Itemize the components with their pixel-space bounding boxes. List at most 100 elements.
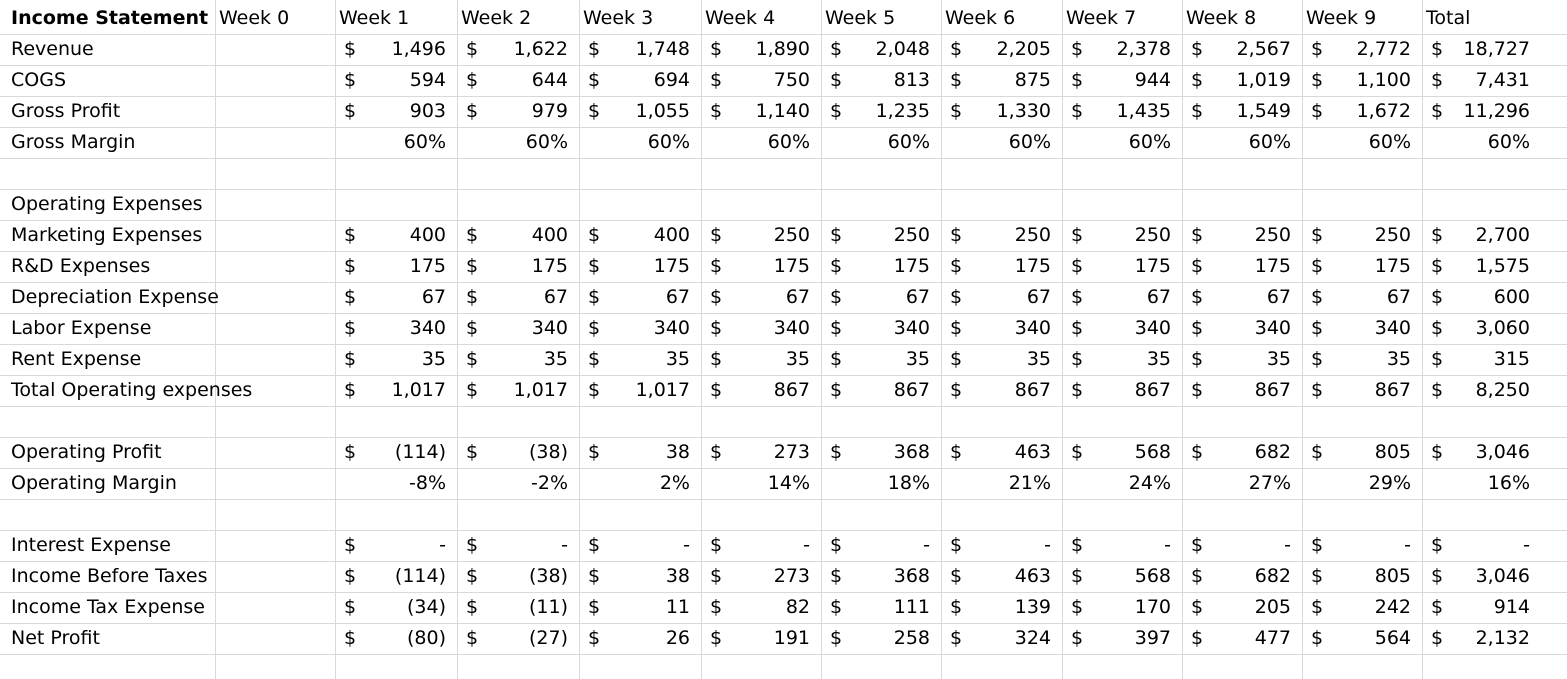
value-cell[interactable]: 2,772: [1356, 38, 1411, 60]
value-cell[interactable]: 564: [1374, 627, 1411, 649]
total-cell[interactable]: 3,046: [1475, 441, 1530, 463]
value-cell[interactable]: 400: [531, 224, 568, 246]
total-cell[interactable]: 600: [1493, 286, 1530, 308]
row-label[interactable]: Rent Expense: [11, 348, 142, 370]
total-cell[interactable]: 1,575: [1475, 255, 1530, 277]
value-cell[interactable]: 1,017: [513, 379, 568, 401]
value-cell[interactable]: 2,048: [875, 38, 930, 60]
value-cell[interactable]: 682: [1254, 565, 1291, 587]
value-cell[interactable]: 242: [1374, 596, 1411, 618]
value-cell[interactable]: (114): [394, 565, 446, 587]
value-cell[interactable]: 340: [1254, 317, 1291, 339]
value-cell[interactable]: 60%: [887, 131, 930, 153]
total-cell[interactable]: 11,296: [1463, 100, 1530, 122]
value-cell[interactable]: 35: [1266, 348, 1291, 370]
value-cell[interactable]: 340: [531, 317, 568, 339]
value-cell[interactable]: 1,100: [1356, 69, 1411, 91]
value-cell[interactable]: 1,235: [875, 100, 930, 122]
value-cell[interactable]: 568: [1134, 441, 1171, 463]
value-cell[interactable]: 35: [421, 348, 446, 370]
value-cell[interactable]: 250: [1254, 224, 1291, 246]
value-cell[interactable]: 175: [773, 255, 810, 277]
total-cell[interactable]: 18,727: [1463, 38, 1530, 60]
header-total[interactable]: Total: [1426, 7, 1471, 29]
value-cell[interactable]: 26: [665, 627, 690, 649]
value-cell[interactable]: (11): [528, 596, 568, 618]
header-week[interactable]: Week 0: [219, 7, 290, 29]
value-cell[interactable]: 175: [1374, 255, 1411, 277]
total-cell[interactable]: 3,046: [1475, 565, 1530, 587]
value-cell[interactable]: 21%: [1008, 472, 1051, 494]
value-cell[interactable]: 191: [773, 627, 810, 649]
header-week[interactable]: Week 2: [461, 7, 532, 29]
value-cell[interactable]: -8%: [409, 472, 446, 494]
value-cell[interactable]: 397: [1134, 627, 1171, 649]
header-week[interactable]: Week 7: [1066, 7, 1137, 29]
value-cell[interactable]: 67: [665, 286, 690, 308]
value-cell[interactable]: 2,205: [996, 38, 1051, 60]
value-cell[interactable]: 175: [1014, 255, 1051, 277]
total-cell[interactable]: 3,060: [1475, 317, 1530, 339]
value-cell[interactable]: 594: [409, 69, 446, 91]
value-cell[interactable]: 340: [893, 317, 930, 339]
total-cell[interactable]: 914: [1493, 596, 1530, 618]
value-cell[interactable]: 60%: [525, 131, 568, 153]
value-cell[interactable]: 1,748: [635, 38, 690, 60]
value-cell[interactable]: 175: [1254, 255, 1291, 277]
value-cell[interactable]: 1,017: [635, 379, 690, 401]
value-cell[interactable]: 682: [1254, 441, 1291, 463]
total-cell[interactable]: 315: [1493, 348, 1530, 370]
value-cell[interactable]: 813: [893, 69, 930, 91]
value-cell[interactable]: 340: [653, 317, 690, 339]
row-label[interactable]: COGS: [11, 69, 67, 91]
value-cell[interactable]: 250: [893, 224, 930, 246]
value-cell[interactable]: 60%: [1368, 131, 1411, 153]
value-cell[interactable]: 400: [653, 224, 690, 246]
value-cell[interactable]: 340: [409, 317, 446, 339]
value-cell[interactable]: 2%: [659, 472, 690, 494]
value-cell[interactable]: 18%: [887, 472, 930, 494]
row-label[interactable]: Interest Expense: [11, 534, 171, 556]
value-cell[interactable]: 27%: [1248, 472, 1291, 494]
value-cell[interactable]: 67: [785, 286, 810, 308]
value-cell[interactable]: 368: [893, 565, 930, 587]
value-cell[interactable]: 60%: [647, 131, 690, 153]
value-cell[interactable]: 35: [1146, 348, 1171, 370]
header-week[interactable]: Week 9: [1306, 7, 1377, 29]
value-cell[interactable]: -: [803, 534, 810, 556]
value-cell[interactable]: 60%: [1008, 131, 1051, 153]
header-week[interactable]: Week 3: [583, 7, 654, 29]
value-cell[interactable]: 1,330: [996, 100, 1051, 122]
value-cell[interactable]: 867: [893, 379, 930, 401]
value-cell[interactable]: -2%: [531, 472, 568, 494]
row-label[interactable]: Marketing Expenses: [11, 224, 203, 246]
value-cell[interactable]: 67: [1146, 286, 1171, 308]
value-cell[interactable]: (114): [394, 441, 446, 463]
value-cell[interactable]: 67: [543, 286, 568, 308]
row-label[interactable]: Operating Margin: [11, 472, 177, 494]
value-cell[interactable]: 82: [785, 596, 810, 618]
row-label[interactable]: Net Profit: [11, 627, 100, 649]
total-cell[interactable]: 16%: [1487, 472, 1530, 494]
value-cell[interactable]: 67: [421, 286, 446, 308]
value-cell[interactable]: 35: [665, 348, 690, 370]
value-cell[interactable]: 324: [1014, 627, 1051, 649]
value-cell[interactable]: 463: [1014, 565, 1051, 587]
value-cell[interactable]: 24%: [1128, 472, 1171, 494]
value-cell[interactable]: 1,622: [513, 38, 568, 60]
value-cell[interactable]: 477: [1254, 627, 1291, 649]
header-week[interactable]: Week 1: [339, 7, 410, 29]
value-cell[interactable]: 35: [543, 348, 568, 370]
value-cell[interactable]: 38: [665, 441, 690, 463]
header-title[interactable]: Income Statement: [11, 7, 209, 29]
value-cell[interactable]: 750: [773, 69, 810, 91]
value-cell[interactable]: (80): [406, 627, 446, 649]
value-cell[interactable]: 250: [773, 224, 810, 246]
value-cell[interactable]: 35: [1386, 348, 1411, 370]
value-cell[interactable]: 175: [531, 255, 568, 277]
value-cell[interactable]: 2,567: [1236, 38, 1291, 60]
value-cell[interactable]: 258: [893, 627, 930, 649]
value-cell[interactable]: 340: [1374, 317, 1411, 339]
value-cell[interactable]: (38): [528, 565, 568, 587]
